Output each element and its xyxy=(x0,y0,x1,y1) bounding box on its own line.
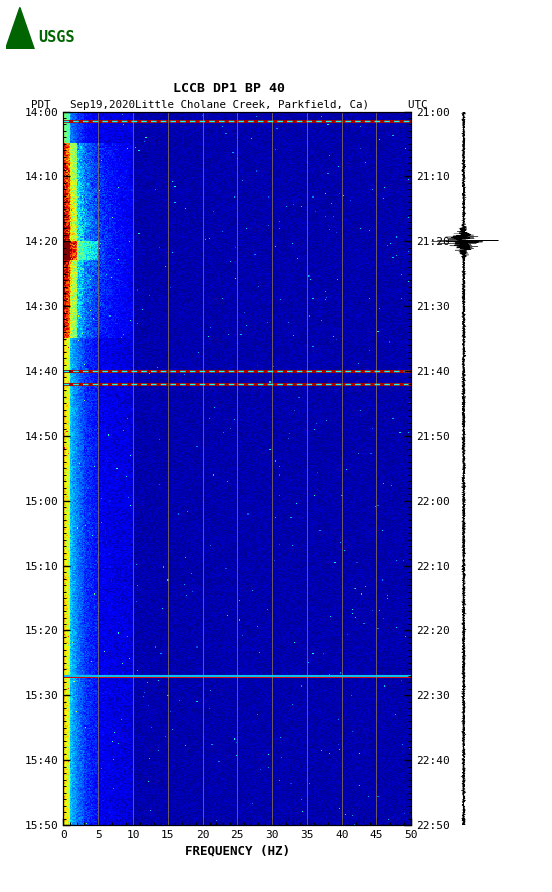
Text: LCCB DP1 BP 40: LCCB DP1 BP 40 xyxy=(173,81,285,95)
X-axis label: FREQUENCY (HZ): FREQUENCY (HZ) xyxy=(185,844,290,857)
Text: USGS: USGS xyxy=(38,29,75,45)
Text: PDT   Sep19,2020Little Cholane Creek, Parkfield, Ca)      UTC: PDT Sep19,2020Little Cholane Creek, Park… xyxy=(31,100,427,110)
Polygon shape xyxy=(6,7,34,49)
